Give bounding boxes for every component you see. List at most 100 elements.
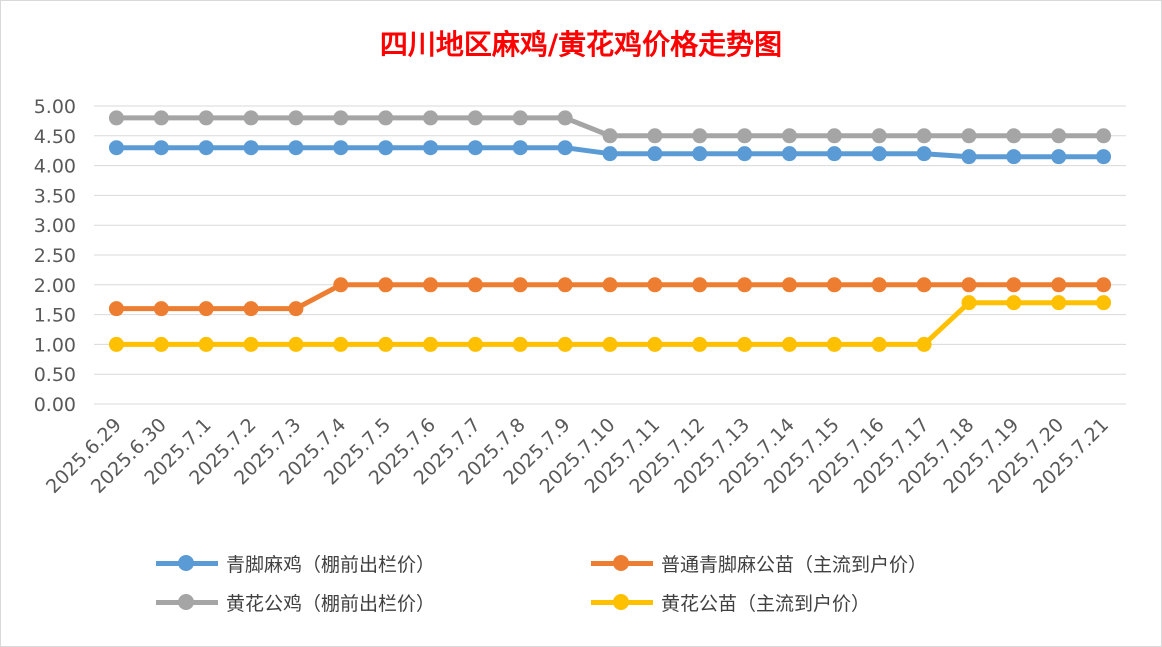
data-point-series-1 bbox=[333, 140, 349, 156]
legend-swatch-series-3 bbox=[156, 588, 218, 616]
data-point-series-4 bbox=[423, 336, 439, 352]
data-point-series-2 bbox=[378, 277, 394, 293]
data-point-series-2 bbox=[1006, 277, 1022, 293]
legend-label-series-4: 黄花公苗（主流到户价） bbox=[661, 592, 871, 615]
y-tick-label: 2.00 bbox=[34, 275, 76, 297]
legend-swatch-series-1 bbox=[156, 549, 218, 577]
data-point-series-3 bbox=[557, 110, 573, 126]
data-point-series-3 bbox=[1096, 128, 1112, 144]
chart-title: 四川地区麻鸡/黄花鸡价格走势图 bbox=[379, 28, 783, 61]
data-point-series-1 bbox=[512, 140, 528, 156]
data-point-series-4 bbox=[378, 336, 394, 352]
data-point-series-2 bbox=[781, 277, 797, 293]
data-point-series-2 bbox=[826, 277, 842, 293]
legend-label-series-2: 普通青脚麻公苗（主流到户价） bbox=[661, 553, 928, 576]
y-tick-label: 1.50 bbox=[34, 305, 76, 327]
data-point-series-1 bbox=[871, 146, 887, 162]
legend-swatch-series-4 bbox=[591, 588, 653, 616]
data-point-series-4 bbox=[108, 336, 124, 352]
legend-swatch-series-2 bbox=[591, 549, 653, 577]
data-point-series-1 bbox=[961, 149, 977, 165]
data-point-series-4 bbox=[243, 336, 259, 352]
y-tick-label: 3.50 bbox=[34, 185, 76, 207]
data-point-series-4 bbox=[557, 336, 573, 352]
data-point-series-3 bbox=[826, 128, 842, 144]
y-tick-label: 0.50 bbox=[34, 364, 76, 386]
data-point-series-1 bbox=[1096, 149, 1112, 165]
data-point-series-3 bbox=[288, 110, 304, 126]
data-point-series-1 bbox=[781, 146, 797, 162]
data-point-series-3 bbox=[1051, 128, 1067, 144]
data-point-series-3 bbox=[423, 110, 439, 126]
data-point-series-1 bbox=[288, 140, 304, 156]
data-point-series-1 bbox=[467, 140, 483, 156]
data-point-series-4 bbox=[153, 336, 169, 352]
y-tick-label: 1.00 bbox=[34, 334, 76, 356]
data-point-series-2 bbox=[1096, 277, 1112, 293]
data-point-series-4 bbox=[512, 336, 528, 352]
data-point-series-4 bbox=[467, 336, 483, 352]
data-point-series-1 bbox=[557, 140, 573, 156]
data-point-series-3 bbox=[378, 110, 394, 126]
data-point-series-2 bbox=[108, 301, 124, 317]
data-point-series-1 bbox=[198, 140, 214, 156]
data-point-series-1 bbox=[153, 140, 169, 156]
data-point-series-4 bbox=[737, 336, 753, 352]
data-point-series-2 bbox=[692, 277, 708, 293]
data-point-series-2 bbox=[602, 277, 618, 293]
y-tick-label: 4.00 bbox=[34, 156, 76, 178]
y-tick-label: 4.50 bbox=[34, 126, 76, 148]
legend-label-series-3: 黄花公鸡（棚前出栏价） bbox=[226, 592, 436, 615]
data-point-series-1 bbox=[423, 140, 439, 156]
data-point-series-4 bbox=[288, 336, 304, 352]
data-point-series-2 bbox=[1051, 277, 1067, 293]
data-point-series-3 bbox=[512, 110, 528, 126]
data-point-series-1 bbox=[1051, 149, 1067, 165]
data-point-series-3 bbox=[602, 128, 618, 144]
data-point-series-4 bbox=[333, 336, 349, 352]
y-tick-label: 5.00 bbox=[34, 96, 76, 118]
data-point-series-3 bbox=[871, 128, 887, 144]
data-point-series-2 bbox=[423, 277, 439, 293]
data-point-series-4 bbox=[198, 336, 214, 352]
data-point-series-3 bbox=[108, 110, 124, 126]
data-point-series-3 bbox=[692, 128, 708, 144]
data-point-series-4 bbox=[781, 336, 797, 352]
legend-entry-series-4: 黄花公苗（主流到户价） bbox=[591, 588, 870, 616]
data-point-series-2 bbox=[333, 277, 349, 293]
data-point-series-2 bbox=[198, 301, 214, 317]
legend-entry-series-2: 普通青脚麻公苗（主流到户价） bbox=[591, 549, 927, 577]
data-point-series-2 bbox=[961, 277, 977, 293]
data-point-series-2 bbox=[916, 277, 932, 293]
data-point-series-2 bbox=[153, 301, 169, 317]
data-point-series-3 bbox=[467, 110, 483, 126]
legend-entry-series-3: 黄花公鸡（棚前出栏价） bbox=[156, 588, 435, 616]
legend-label-series-1: 青脚麻鸡（棚前出栏价） bbox=[226, 553, 436, 576]
y-tick-label: 3.00 bbox=[34, 215, 76, 237]
data-point-series-3 bbox=[198, 110, 214, 126]
data-point-series-1 bbox=[916, 146, 932, 162]
data-point-series-2 bbox=[243, 301, 259, 317]
y-tick-label: 0.00 bbox=[34, 394, 76, 416]
data-point-series-4 bbox=[692, 336, 708, 352]
data-point-series-1 bbox=[692, 146, 708, 162]
data-point-series-1 bbox=[737, 146, 753, 162]
data-point-series-1 bbox=[108, 140, 124, 156]
data-point-series-2 bbox=[871, 277, 887, 293]
data-point-series-3 bbox=[153, 110, 169, 126]
data-point-series-3 bbox=[243, 110, 259, 126]
data-point-series-1 bbox=[378, 140, 394, 156]
data-point-series-4 bbox=[1096, 295, 1112, 311]
data-point-series-1 bbox=[243, 140, 259, 156]
data-point-series-3 bbox=[916, 128, 932, 144]
data-point-series-1 bbox=[602, 146, 618, 162]
data-point-series-3 bbox=[961, 128, 977, 144]
data-point-series-4 bbox=[826, 336, 842, 352]
data-point-series-4 bbox=[871, 336, 887, 352]
legend-entry-series-1: 青脚麻鸡（棚前出栏价） bbox=[156, 549, 435, 577]
data-point-series-1 bbox=[647, 146, 663, 162]
data-point-series-1 bbox=[1006, 149, 1022, 165]
data-point-series-4 bbox=[1006, 295, 1022, 311]
